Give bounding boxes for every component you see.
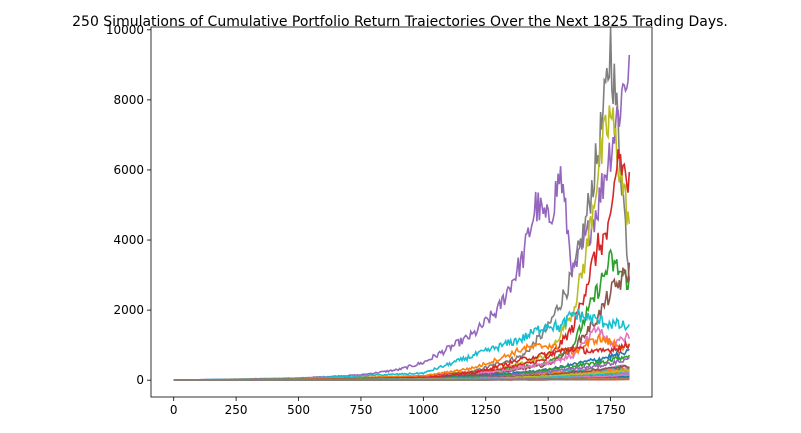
y-tick-label: 10000 [106, 23, 144, 37]
series-layer [173, 27, 631, 382]
plot-frame-fill [151, 27, 652, 397]
y-tick-label: 8000 [113, 93, 144, 107]
x-tick-label: 250 [225, 403, 248, 417]
x-tick-label: 1500 [533, 403, 564, 417]
chart-title: 250 Simulations of Cumulative Portfolio … [72, 14, 728, 30]
y-tick-label: 6000 [113, 163, 144, 177]
x-tick-label: 1250 [470, 403, 501, 417]
x-tick-label: 750 [349, 403, 372, 417]
x-tick-label: 1750 [595, 403, 626, 417]
x-tick-label: 1000 [408, 403, 439, 417]
y-tick-label: 4000 [113, 233, 144, 247]
axis-layer: 0 250 500 750 1000 1250 1500 1750 0 2000 4000 6000 8… [106, 23, 626, 417]
x-tick-label: 500 [287, 403, 310, 417]
plot-frame [150, 26, 653, 398]
y-tick-label: 2000 [113, 303, 144, 317]
x-tick-label: 0 [170, 403, 178, 417]
y-tick-label: 0 [136, 373, 144, 387]
simulation-line [173, 378, 630, 381]
